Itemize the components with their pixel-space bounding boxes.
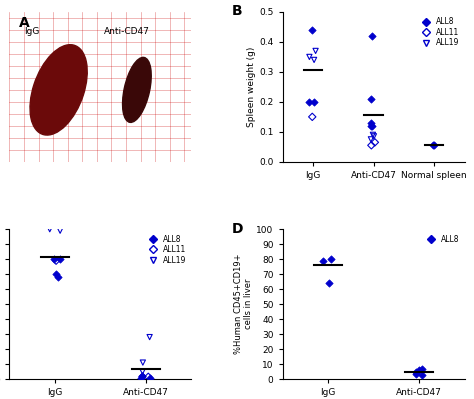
Ellipse shape — [30, 45, 87, 135]
Point — [369, 122, 376, 129]
Point — [52, 271, 60, 277]
Point — [137, 374, 145, 381]
Point — [319, 257, 327, 264]
Legend: ALL8: ALL8 — [421, 233, 461, 245]
Point — [306, 54, 313, 60]
Point — [56, 256, 64, 263]
Point — [370, 133, 378, 140]
Point — [310, 99, 318, 105]
Point — [309, 27, 316, 33]
Point — [138, 373, 146, 379]
Point — [367, 136, 374, 142]
Point — [367, 122, 375, 129]
Point — [52, 257, 60, 264]
Point — [146, 374, 154, 381]
Point — [368, 33, 376, 39]
Point — [50, 256, 57, 263]
Point — [369, 132, 377, 138]
Point — [327, 256, 335, 263]
Point — [326, 280, 333, 286]
Text: B: B — [231, 4, 242, 18]
Point — [145, 373, 152, 380]
Point — [418, 365, 426, 372]
Y-axis label: Spleen weight (g): Spleen weight (g) — [247, 47, 256, 127]
Point — [146, 334, 154, 340]
Y-axis label: %Human CD45+CD19+
cells in liver: %Human CD45+CD19+ cells in liver — [234, 254, 254, 354]
Point — [56, 227, 64, 234]
Point — [305, 99, 313, 105]
Text: IgG: IgG — [24, 27, 39, 36]
Point — [310, 57, 318, 63]
Point — [309, 114, 316, 120]
Point — [138, 373, 146, 379]
Ellipse shape — [123, 57, 151, 122]
Point — [367, 96, 375, 102]
Point — [312, 48, 319, 54]
Text: Anti-CD47: Anti-CD47 — [104, 27, 150, 36]
Text: A: A — [18, 16, 29, 30]
Point — [412, 371, 419, 377]
Point — [415, 367, 423, 373]
Point — [429, 142, 437, 148]
Point — [139, 359, 146, 366]
Point — [54, 274, 61, 280]
Point — [418, 371, 426, 378]
Legend: ALL8, ALL11, ALL19: ALL8, ALL11, ALL19 — [417, 16, 461, 49]
Point — [46, 226, 54, 232]
Point — [367, 142, 375, 148]
Text: D: D — [231, 222, 243, 236]
Point — [431, 142, 438, 148]
Point — [139, 368, 146, 375]
Point — [367, 120, 374, 126]
Legend: ALL8, ALL11, ALL19: ALL8, ALL11, ALL19 — [144, 233, 188, 266]
Point — [412, 368, 420, 375]
Point — [371, 139, 379, 146]
